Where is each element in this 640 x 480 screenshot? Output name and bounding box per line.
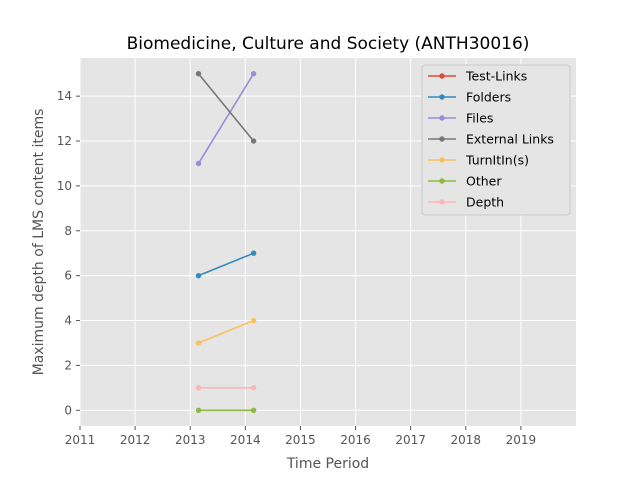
legend-marker-depth [439,199,445,205]
x-tick-label: 2019 [506,433,537,447]
x-tick-label: 2014 [230,433,261,447]
data-point-other [250,407,257,413]
x-tick-label: 2016 [340,433,371,447]
series-line-turnitin-s [198,319,254,344]
data-point-depth [250,385,257,391]
legend-label-files: Files [466,111,493,126]
data-point-external-links [195,71,202,77]
x-tick-label: 2017 [395,433,426,447]
data-point-depth [195,385,202,391]
legend-label-turnitin-s: TurnItIn(s) [465,153,529,168]
y-tick-label: 12 [57,134,72,148]
legend-marker-test-links [439,73,445,79]
legend-marker-files [439,115,445,121]
y-tick-label: 6 [64,269,72,283]
y-axis-label: Maximum depth of LMS content items [31,109,47,376]
x-tick-label: 2018 [451,433,482,447]
series-lines [195,71,257,413]
legend-box [421,64,571,216]
legend-label-external-links: External Links [466,132,554,147]
chart-title: Biomedicine, Culture and Society (ANTH30… [127,34,530,54]
x-axis-label: Time Period [286,456,369,472]
legend-label-other: Other [466,174,502,189]
series-line-folders [198,252,254,277]
data-point-folders [250,250,257,256]
y-tick-label: 14 [57,89,72,103]
x-tick-label: 2013 [175,433,206,447]
y-tick-label: 2 [64,358,72,372]
axis-ticks: 2011 2012 2013 2014 2015 2016 2017 2018 2019 0 2 4 6… [57,89,536,447]
series-line-external-links [197,73,255,142]
legend-marker-other [439,178,445,184]
x-tick-label: 2011 [65,433,96,447]
x-tick-label: 2015 [285,433,316,447]
legend: Test-Links Folders Files External Links Turn… [421,64,571,216]
data-point-folders [195,272,202,279]
y-tick-label: 4 [64,314,72,328]
series-line-files [197,73,255,164]
legend-marker-external-links [439,136,445,142]
legend-label-depth: Depth [466,195,504,210]
x-tick-label: 2012 [120,433,151,447]
y-tick-label: 0 [64,403,72,417]
y-tick-label: 10 [57,179,72,193]
data-point-external-links [250,138,257,144]
data-point-turnitin-s [250,317,257,324]
data-point-files [250,71,257,77]
legend-marker-folders [439,94,445,100]
y-tick-label: 8 [64,224,72,238]
data-point-turnitin-s [195,340,202,346]
legend-marker-turnitin-s [439,157,445,163]
data-point-other [195,407,202,413]
legend-label-test-links: Test-Links [465,69,527,84]
legend-label-folders: Folders [466,90,511,105]
data-point-files [195,160,202,167]
